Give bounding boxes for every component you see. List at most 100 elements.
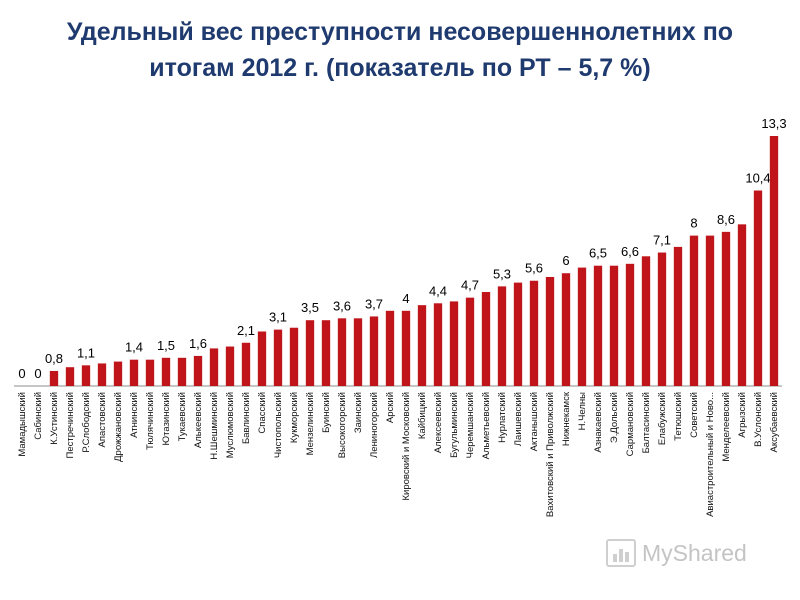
bar bbox=[545, 276, 555, 386]
bar bbox=[241, 342, 251, 386]
bar bbox=[513, 282, 523, 386]
category-label: Балтасинский bbox=[641, 392, 652, 453]
category-label: Альметьевский bbox=[481, 392, 492, 459]
category-label: Лениногорский bbox=[369, 392, 380, 458]
bar bbox=[145, 359, 155, 386]
category-label: Актанышский bbox=[529, 392, 540, 451]
category-label: Алексеевский bbox=[433, 392, 444, 453]
data-label: 4 bbox=[402, 291, 409, 306]
bar bbox=[465, 297, 475, 386]
category-label: Лаишевский bbox=[513, 392, 524, 446]
data-label: 1,4 bbox=[125, 340, 143, 355]
data-label: 6,5 bbox=[589, 246, 607, 261]
bar bbox=[449, 301, 459, 386]
category-label: Советский bbox=[689, 392, 700, 438]
category-label: Авиастроительный и Ново... bbox=[705, 392, 716, 517]
category-label: Атнинский bbox=[129, 392, 140, 438]
category-label: Сабинский bbox=[33, 392, 44, 440]
data-label: 6 bbox=[562, 253, 569, 268]
chart-title: Удельный вес преступности несовершенноле… bbox=[20, 14, 780, 86]
bar bbox=[289, 327, 299, 386]
category-label: Э.Дольский bbox=[609, 392, 620, 443]
category-label: Елабужский bbox=[657, 392, 668, 445]
category-label: Тетюшский bbox=[673, 392, 684, 441]
category-label: Апастовский bbox=[97, 392, 108, 448]
bar bbox=[673, 246, 683, 386]
bar bbox=[81, 365, 91, 386]
category-label: Кировский и Московский bbox=[401, 392, 412, 501]
category-label: Мамадышский bbox=[17, 392, 28, 457]
bar bbox=[257, 331, 267, 386]
bar bbox=[273, 329, 283, 386]
bar bbox=[209, 348, 219, 386]
data-label: 8 bbox=[690, 216, 697, 231]
bar bbox=[385, 310, 395, 386]
bar bbox=[705, 235, 715, 386]
data-label: 0,8 bbox=[45, 351, 63, 366]
category-label: Арский bbox=[385, 392, 396, 423]
bar bbox=[369, 316, 379, 386]
category-label: Агрызский bbox=[737, 392, 748, 438]
bar bbox=[721, 231, 731, 386]
bar bbox=[113, 361, 123, 386]
data-label: 2,1 bbox=[237, 323, 255, 338]
category-label: Муслюмовский bbox=[225, 392, 236, 458]
data-label: 8,6 bbox=[717, 212, 735, 227]
data-label: 1,6 bbox=[189, 336, 207, 351]
category-label: Чистопольский bbox=[273, 392, 284, 458]
category-label: Алькеевский bbox=[193, 392, 204, 448]
category-label: Азнакаевский bbox=[593, 392, 604, 453]
category-label: Заинский bbox=[353, 392, 364, 433]
watermark-text: MyShared bbox=[642, 539, 747, 566]
category-label: Аксубаевский bbox=[769, 392, 780, 452]
bar bbox=[49, 370, 59, 386]
bar bbox=[129, 359, 139, 386]
chart-title-line-1: Удельный вес преступности несовершенноле… bbox=[66, 18, 734, 46]
data-label: 4,4 bbox=[429, 283, 447, 298]
bar bbox=[753, 190, 763, 386]
category-label: Р.Слободский bbox=[81, 392, 92, 453]
data-label: 4,7 bbox=[461, 278, 479, 293]
bar bbox=[353, 318, 363, 386]
category-label: Кукморский bbox=[289, 392, 300, 443]
category-label: Бугульминский bbox=[449, 392, 460, 458]
data-label: 13,3 bbox=[761, 116, 786, 131]
category-label: Буинский bbox=[321, 392, 332, 433]
data-label: 10,4 bbox=[745, 171, 770, 186]
bar bbox=[769, 136, 779, 386]
bar bbox=[433, 303, 443, 386]
category-label: Сармановский bbox=[625, 392, 636, 456]
category-label: Тукаевский bbox=[177, 392, 188, 441]
bar bbox=[321, 320, 331, 386]
presentation-board-icon bbox=[606, 539, 636, 567]
category-label: Бавлинский bbox=[241, 392, 252, 444]
watermark: MyShared bbox=[606, 536, 776, 570]
bar bbox=[689, 235, 699, 386]
category-label: Черемшанский bbox=[465, 392, 476, 458]
category-label: К.Устинский bbox=[49, 392, 60, 445]
data-label: 5,6 bbox=[525, 261, 543, 276]
data-label: 3,7 bbox=[365, 296, 383, 311]
bar bbox=[497, 286, 507, 386]
data-label: 0 bbox=[34, 366, 41, 381]
data-label: 1,5 bbox=[157, 338, 175, 353]
data-label: 5,3 bbox=[493, 266, 511, 281]
bar bbox=[529, 280, 539, 386]
data-label: 6,6 bbox=[621, 244, 639, 259]
bar bbox=[593, 265, 603, 386]
category-label: Нурлатский bbox=[497, 392, 508, 443]
bar bbox=[97, 363, 107, 386]
bar bbox=[481, 292, 491, 386]
bar bbox=[177, 357, 187, 386]
bar bbox=[417, 305, 427, 386]
category-label: Менделеевский bbox=[721, 392, 732, 462]
category-label: Н.Челны bbox=[577, 392, 588, 431]
category-label: Кайбицкий bbox=[417, 392, 428, 439]
category-label: Пестречинский bbox=[65, 392, 76, 459]
data-label: 1,1 bbox=[77, 345, 95, 360]
bar bbox=[305, 320, 315, 386]
bar bbox=[561, 273, 571, 386]
bar bbox=[641, 256, 651, 386]
bar bbox=[65, 367, 75, 386]
bar bbox=[401, 310, 411, 386]
